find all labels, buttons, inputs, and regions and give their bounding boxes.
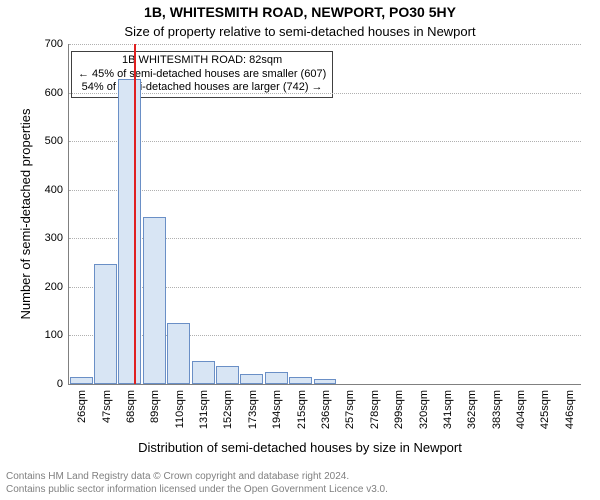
x-axis-label: Distribution of semi-detached houses by … [0,440,600,455]
marker-callout: 1B WHITESMITH ROAD: 82sqm← 45% of semi-d… [71,51,333,98]
x-tick-label: 257sqm [344,384,356,429]
y-tick-label: 400 [45,184,69,196]
chart-subtitle: Size of property relative to semi-detach… [0,24,600,39]
x-tick-label: 236sqm [320,384,332,429]
histogram-bar [118,79,141,384]
x-tick-label: 89sqm [149,384,161,423]
y-tick-label: 600 [45,87,69,99]
x-tick-label: 215sqm [296,384,308,429]
callout-line: ← 45% of semi-detached houses are smalle… [78,68,326,82]
x-tick-label: 320sqm [418,384,430,429]
x-tick-label: 341sqm [442,384,454,429]
x-tick-label: 425sqm [539,384,551,429]
y-gridline [69,141,581,142]
y-tick-label: 100 [45,329,69,341]
x-tick-label: 110sqm [174,384,186,428]
x-tick-label: 383sqm [491,384,503,429]
x-tick-label: 131sqm [198,384,210,429]
x-tick-label: 299sqm [393,384,405,429]
y-gridline [69,44,581,45]
histogram-bar [94,264,117,384]
y-gridline [69,190,581,191]
x-tick-label: 68sqm [125,384,137,423]
y-axis-label: Number of semi-detached properties [18,109,33,320]
histogram-bar [192,361,215,384]
x-tick-label: 152sqm [222,384,234,429]
y-gridline [69,93,581,94]
attribution-line: Contains public sector information licen… [6,483,388,496]
callout-line: 1B WHITESMITH ROAD: 82sqm [78,54,326,68]
x-tick-label: 173sqm [247,384,259,429]
histogram-bar [216,366,239,384]
x-tick-label: 362sqm [466,384,478,429]
histogram-bar [143,217,166,384]
chart-title: 1B, WHITESMITH ROAD, NEWPORT, PO30 5HY [0,4,600,20]
x-tick-label: 278sqm [369,384,381,429]
marker-line [134,44,136,384]
x-tick-label: 47sqm [101,384,113,423]
histogram-bar [70,377,93,384]
histogram-bar [167,323,190,384]
x-tick-label: 446sqm [564,384,576,429]
y-tick-label: 500 [45,135,69,147]
x-tick-label: 194sqm [271,384,283,429]
x-tick-label: 26sqm [76,384,88,423]
attribution-line: Contains HM Land Registry data © Crown c… [6,470,388,483]
histogram-bar [240,374,263,384]
plot-area: 1B WHITESMITH ROAD: 82sqm← 45% of semi-d… [68,44,581,385]
chart-root: 1B, WHITESMITH ROAD, NEWPORT, PO30 5HY S… [0,0,600,500]
y-tick-label: 300 [45,232,69,244]
attribution-text: Contains HM Land Registry data © Crown c… [6,470,388,496]
histogram-bar [289,377,312,384]
y-tick-label: 200 [45,281,69,293]
y-tick-label: 0 [57,378,69,390]
histogram-bar [265,372,288,384]
y-tick-label: 700 [45,38,69,50]
x-tick-label: 404sqm [515,384,527,429]
